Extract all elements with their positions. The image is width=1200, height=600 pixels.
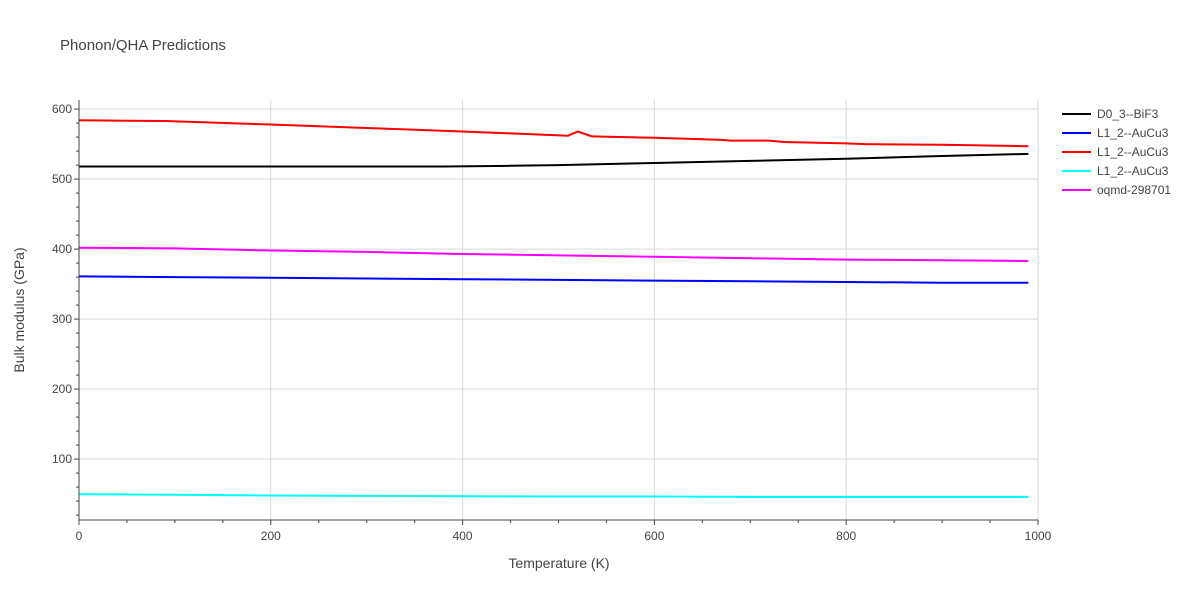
legend-item-0[interactable]: D0_3--BiF3 bbox=[1062, 107, 1159, 121]
x-tick-label: 800 bbox=[836, 529, 856, 543]
y-tick-label: 600 bbox=[52, 102, 72, 116]
grid-lines bbox=[79, 100, 1039, 520]
legend-item-1[interactable]: L1_2--AuCu3 bbox=[1062, 126, 1169, 140]
axes bbox=[74, 100, 1039, 525]
chart-title: Phonon/QHA Predictions bbox=[60, 37, 226, 54]
x-axis-title: Temperature (K) bbox=[508, 555, 609, 571]
legend[interactable]: D0_3--BiF3 L1_2--AuCu3 L1_2--AuCu3 L1_2--Au… bbox=[1062, 107, 1171, 197]
series-line-2 bbox=[78, 119, 1029, 148]
series-line-3 bbox=[78, 493, 1029, 498]
legend-item-2[interactable]: L1_2--AuCu3 bbox=[1062, 145, 1169, 159]
legend-label: L1_2--AuCu3 bbox=[1097, 126, 1169, 140]
legend-label: D0_3--BiF3 bbox=[1097, 107, 1159, 121]
y-axis-title: Bulk modulus (GPa) bbox=[11, 247, 27, 372]
legend-label: L1_2--AuCu3 bbox=[1097, 145, 1169, 159]
legend-item-3[interactable]: L1_2--AuCu3 bbox=[1062, 164, 1169, 178]
series-lines bbox=[78, 119, 1029, 498]
legend-label: oqmd-298701 bbox=[1097, 183, 1171, 197]
x-tick-label: 0 bbox=[76, 529, 83, 543]
x-tick-label: 400 bbox=[453, 529, 473, 543]
x-tick-label: 1000 bbox=[1025, 529, 1052, 543]
legend-item-4[interactable]: oqmd-298701 bbox=[1062, 183, 1171, 197]
tick-labels: 0 200 400 600 800 1000 100 200 300 400 500 600 bbox=[52, 102, 1052, 543]
y-tick-label: 200 bbox=[52, 382, 72, 396]
y-tick-label: 500 bbox=[52, 172, 72, 186]
y-tick-label: 100 bbox=[52, 452, 72, 466]
series-line-1 bbox=[78, 275, 1029, 284]
series-line-4 bbox=[78, 246, 1029, 262]
series-line-0 bbox=[79, 152, 1029, 168]
legend-label: L1_2--AuCu3 bbox=[1097, 164, 1169, 178]
y-tick-label: 300 bbox=[52, 312, 72, 326]
x-tick-label: 600 bbox=[644, 529, 664, 543]
y-tick-label: 400 bbox=[52, 242, 72, 256]
x-tick-label: 200 bbox=[261, 529, 281, 543]
